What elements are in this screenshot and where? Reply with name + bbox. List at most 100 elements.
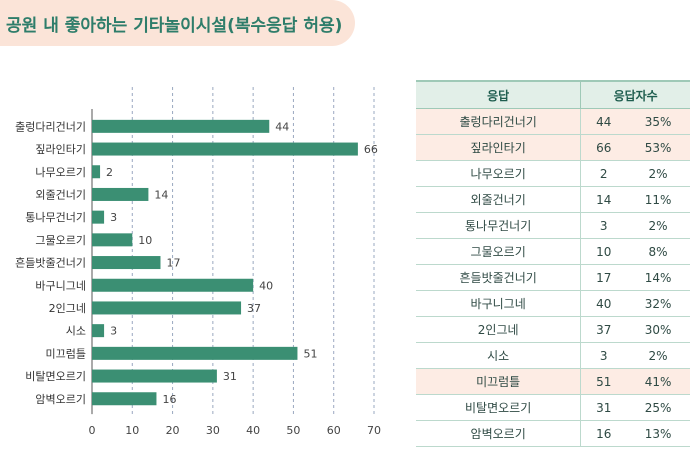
table-row: 2인그네 37 30%: [416, 316, 690, 343]
bar-value-label: 37: [247, 302, 261, 315]
row-label: 통나무건너기: [416, 212, 581, 239]
row-label: 미끄럼틀: [416, 368, 581, 395]
row-count: 17: [580, 264, 627, 291]
row-label: 그물오르기: [416, 238, 581, 265]
category-label: 외줄건너기: [35, 188, 86, 201]
bar: [92, 210, 105, 224]
category-label: 미끄럼틀: [46, 347, 86, 360]
table-row: 짚라인타기 66 53%: [416, 134, 690, 161]
category-label: 출렁다리건너기: [15, 120, 86, 133]
row-label: 암벽오르기: [416, 420, 581, 447]
row-count: 3: [580, 342, 627, 369]
row-percent: 53%: [626, 134, 690, 161]
row-label: 출렁다리건너기: [416, 108, 581, 135]
table-row: 나무오르기 2 2%: [416, 160, 690, 187]
category-label: 흔들밧줄건너기: [15, 257, 86, 270]
response-table: 응답 응답자수 출렁다리건너기 44 35% 짚라인타기 66 53% 나무오르기 2 2% 외줄…: [416, 80, 690, 447]
category-label: 통나무건너기: [25, 211, 86, 224]
table-header-row: 응답 응답자수: [416, 80, 690, 109]
bar-value-label: 17: [166, 257, 180, 270]
x-tick-label: 40: [246, 424, 260, 437]
table-row: 흔들밧줄건너기 17 14%: [416, 264, 690, 291]
bar-value-label: 3: [110, 325, 117, 338]
row-percent: 25%: [626, 394, 690, 421]
row-label: 시소: [416, 342, 581, 369]
bar-value-label: 51: [303, 347, 317, 360]
bar-value-label: 66: [364, 143, 378, 156]
row-count: 16: [580, 420, 627, 447]
row-percent: 30%: [626, 316, 690, 343]
row-count: 2: [580, 160, 627, 187]
bar: [92, 187, 149, 201]
category-label: 2인그네: [49, 302, 86, 315]
row-count: 66: [580, 134, 627, 161]
bar-chart: 0 10 20 30 40 50 60 70 출렁다리건너기 44 짚라인타기 66 나무오르기 2 외줄건…: [15, 87, 381, 437]
row-percent: 2%: [626, 342, 690, 369]
table-row: 암벽오르기 16 13%: [416, 420, 690, 447]
table-row: 외줄건너기 14 11%: [416, 186, 690, 213]
bar-value-label: 3: [110, 211, 117, 224]
title-banner: 공원 내 좋아하는 기타놀이시설(복수응답 허용): [0, 0, 355, 46]
row-label: 나무오르기: [416, 160, 581, 187]
bar: [92, 301, 242, 315]
category-label: 암벽오르기: [35, 393, 86, 406]
bar: [92, 392, 157, 406]
bar: [92, 233, 133, 247]
bar: [92, 369, 217, 383]
row-label: 외줄건너기: [416, 186, 581, 213]
row-percent: 2%: [626, 160, 690, 187]
table-row: 출렁다리건너기 44 35%: [416, 108, 690, 135]
bar: [92, 119, 270, 133]
bar-value-label: 40: [259, 279, 273, 292]
table-body: 출렁다리건너기 44 35% 짚라인타기 66 53% 나무오르기 2 2% 외줄건너기 14 11%…: [416, 108, 690, 447]
bar-value-label: 10: [138, 234, 152, 247]
bar: [92, 346, 298, 360]
row-label: 흔들밧줄건너기: [416, 264, 581, 291]
row-count: 44: [580, 108, 627, 135]
row-percent: 13%: [626, 420, 690, 447]
bar: [92, 256, 161, 270]
row-label: 2인그네: [416, 316, 581, 343]
category-label: 짚라인타기: [35, 143, 86, 156]
x-tick-label: 30: [206, 424, 220, 437]
x-tick-label: 50: [286, 424, 300, 437]
row-percent: 14%: [626, 264, 690, 291]
bar-value-label: 14: [154, 188, 168, 201]
category-label: 비탈면오르기: [25, 370, 86, 383]
header-response: 응답: [416, 80, 582, 109]
table-row: 비탈면오르기 31 25%: [416, 394, 690, 421]
bar-value-label: 44: [275, 120, 289, 133]
table-row: 통나무건너기 3 2%: [416, 212, 690, 239]
row-count: 10: [580, 238, 627, 265]
bar-value-label: 31: [223, 370, 237, 383]
bar: [92, 142, 358, 156]
category-label: 나무오르기: [35, 166, 86, 179]
table-row: 그물오르기 10 8%: [416, 238, 690, 265]
category-label: 그물오르기: [35, 234, 86, 247]
row-count: 37: [580, 316, 627, 343]
page-title: 공원 내 좋아하는 기타놀이시설(복수응답 허용): [6, 16, 343, 36]
row-percent: 8%: [626, 238, 690, 265]
category-label: 바구니그네: [35, 279, 86, 292]
row-count: 51: [580, 368, 627, 395]
x-tick-label: 60: [327, 424, 341, 437]
table-row: 미끄럼틀 51 41%: [416, 368, 690, 395]
category-label: 시소: [66, 325, 86, 338]
bar: [92, 324, 105, 338]
bar: [92, 165, 101, 179]
row-count: 14: [580, 186, 627, 213]
x-tick-label: 0: [89, 424, 96, 437]
row-count: 40: [580, 290, 627, 317]
row-label: 비탈면오르기: [416, 394, 581, 421]
row-percent: 11%: [626, 186, 690, 213]
row-percent: 32%: [626, 290, 690, 317]
row-label: 바구니그네: [416, 290, 581, 317]
row-count: 31: [580, 394, 627, 421]
bar-value-label: 2: [106, 166, 113, 179]
row-count: 3: [580, 212, 627, 239]
row-label: 짚라인타기: [416, 134, 581, 161]
table-row: 바구니그네 40 32%: [416, 290, 690, 317]
header-count: 응답자수: [580, 80, 690, 109]
row-percent: 41%: [626, 368, 690, 395]
x-tick-label: 70: [367, 424, 381, 437]
